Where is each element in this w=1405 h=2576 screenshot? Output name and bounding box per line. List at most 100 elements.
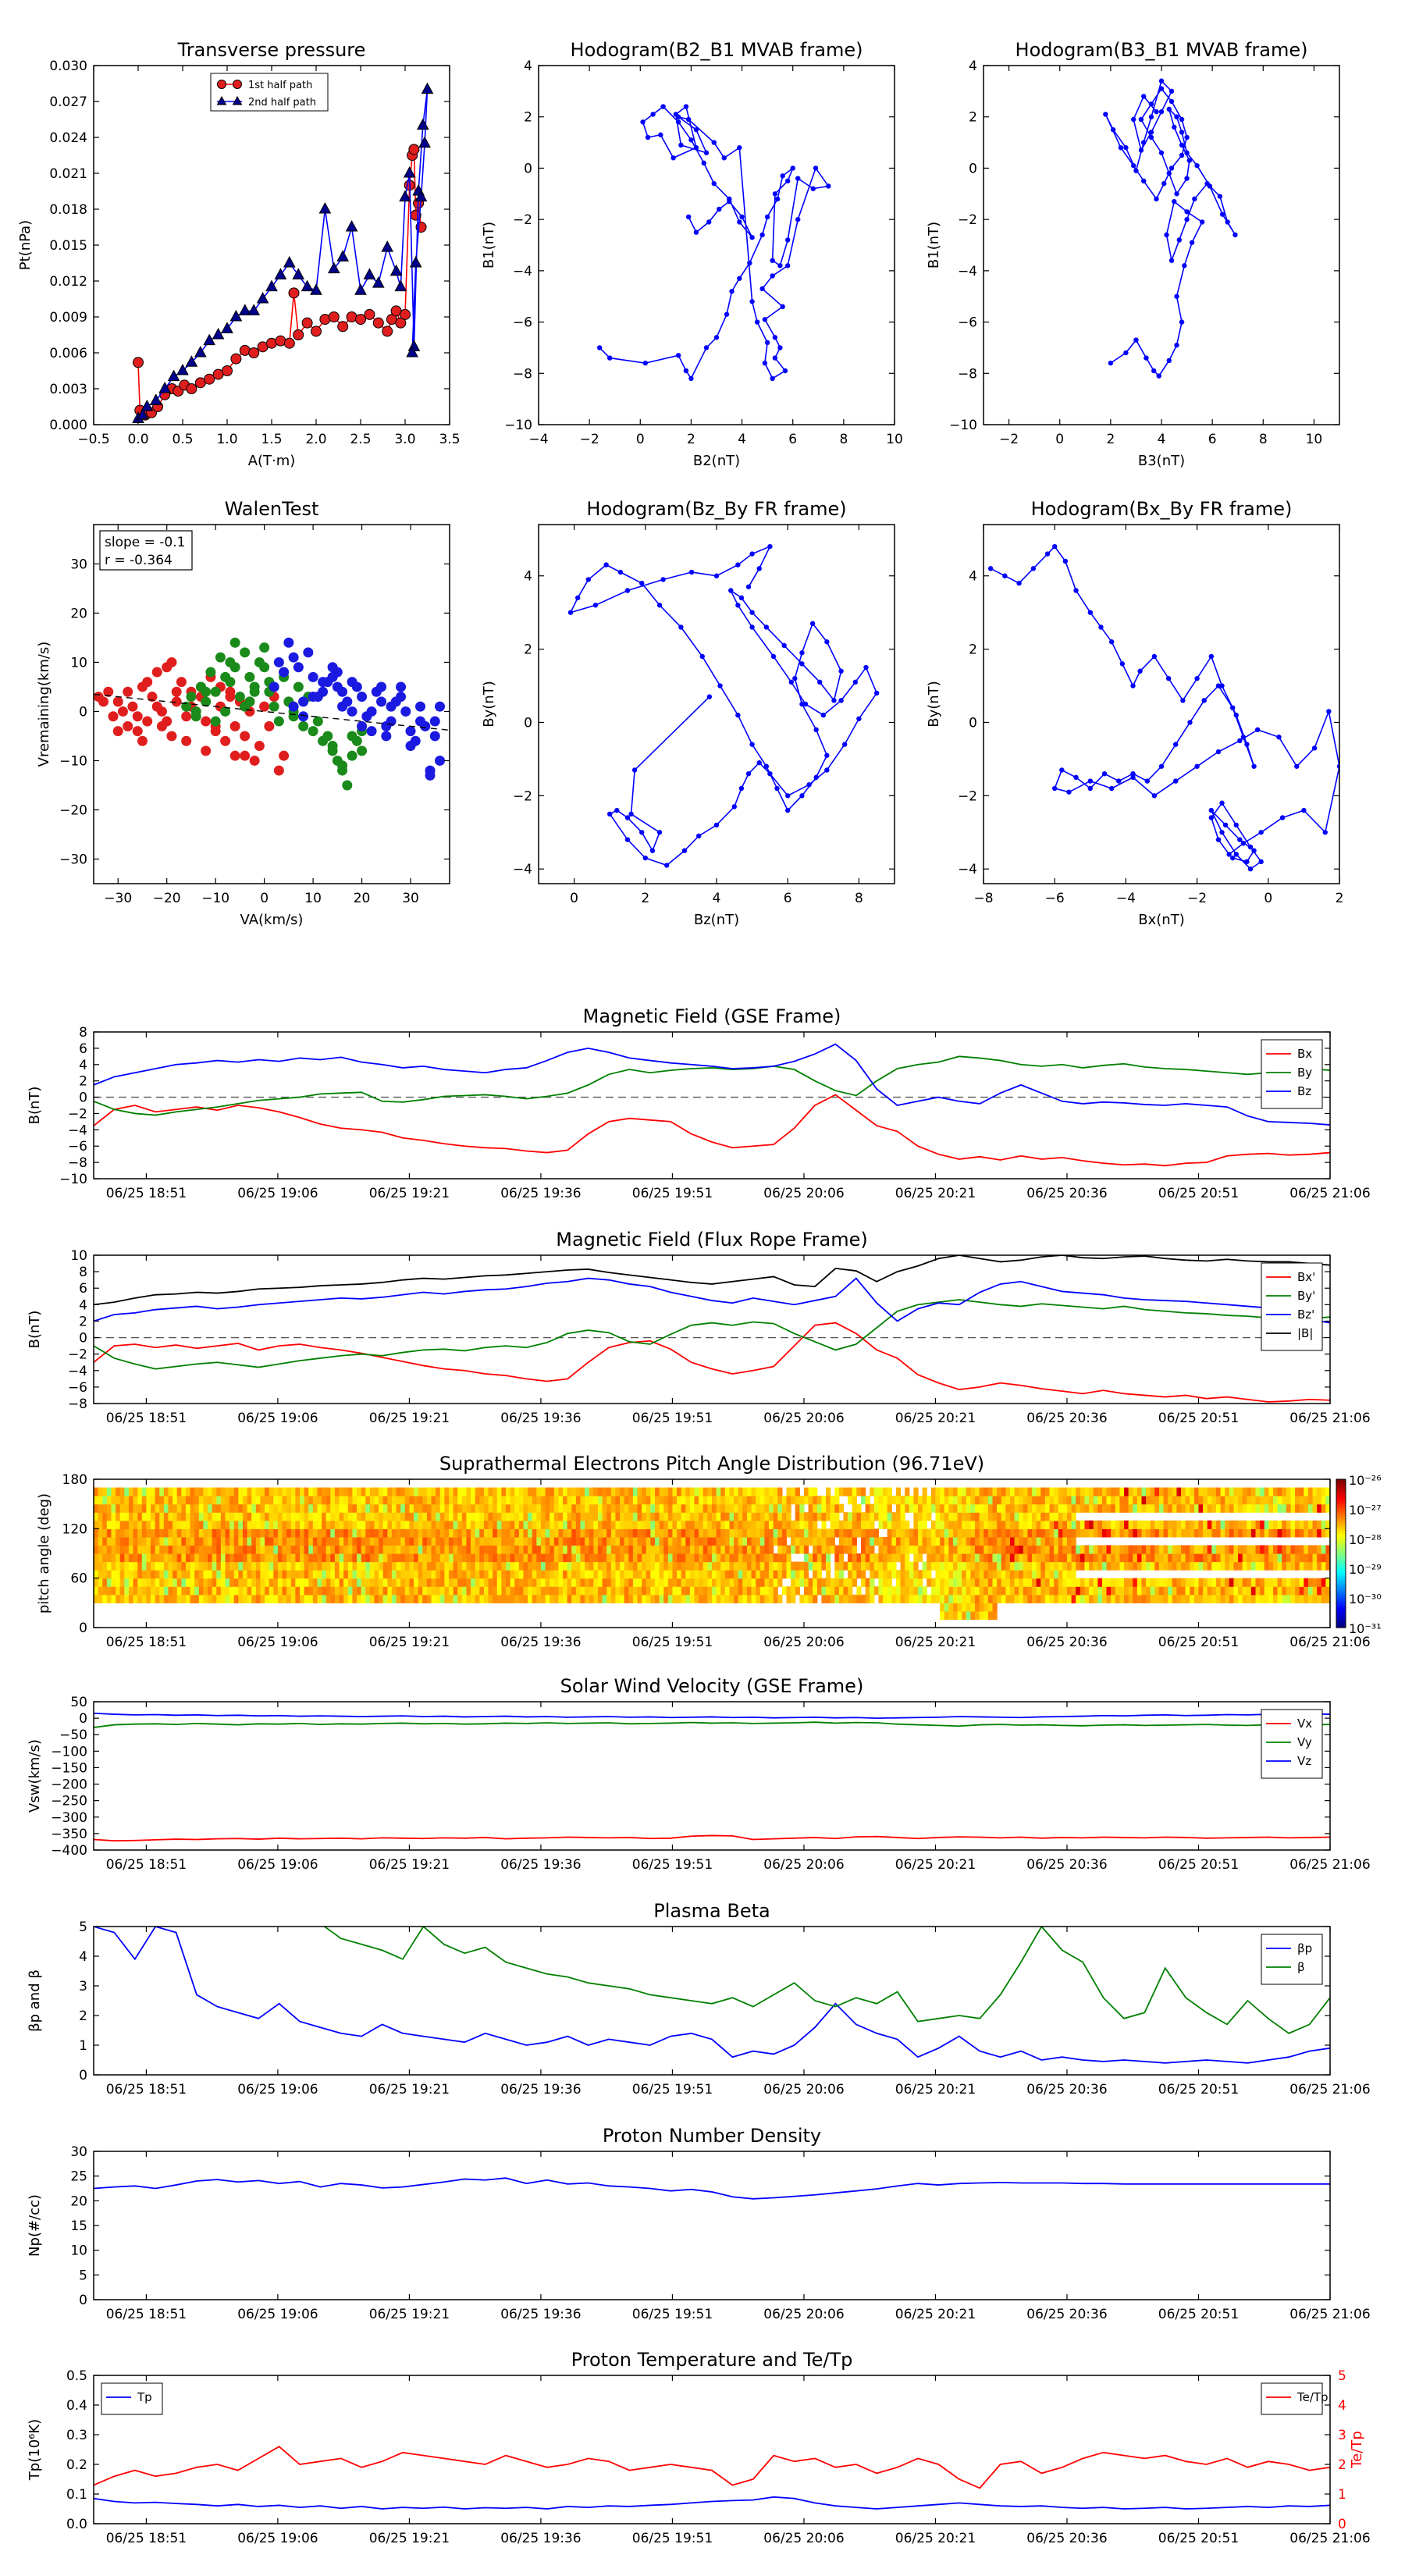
y-axis-label: By(nT)	[481, 681, 497, 727]
data-point	[658, 132, 663, 137]
heatmap-cell	[786, 1528, 791, 1538]
heatmap-cell	[273, 1520, 279, 1529]
heatmap-cell	[575, 1570, 582, 1579]
data-point	[220, 735, 231, 746]
heatmap-cell	[624, 1512, 629, 1521]
heatmap-cell	[255, 1578, 261, 1587]
heatmap-cell	[216, 1594, 222, 1603]
series-line	[94, 1094, 1330, 1167]
heatmap-cell	[242, 1561, 248, 1571]
heatmap-cell	[870, 1536, 875, 1546]
heatmap-cell	[672, 1545, 678, 1554]
heatmap-cell	[1181, 1561, 1186, 1571]
chart-title: Hodogram(Bx_By FR frame)	[1031, 498, 1293, 520]
heatmap-cell	[212, 1496, 217, 1505]
y-tick-label: −4	[68, 1123, 87, 1138]
heatmap-cell	[282, 1553, 287, 1563]
heatmap-cell	[173, 1586, 178, 1596]
x-tick-label: 8	[855, 891, 863, 906]
heatmap-cell	[1089, 1594, 1094, 1603]
data-point	[266, 337, 277, 349]
heatmap-cell	[1295, 1594, 1300, 1603]
heatmap-cell	[536, 1503, 542, 1513]
data-point	[1052, 785, 1058, 792]
heatmap-cell	[216, 1512, 222, 1521]
heatmap-cell	[457, 1561, 463, 1571]
heatmap-cell	[1093, 1561, 1098, 1571]
heatmap-cell	[436, 1496, 441, 1505]
heatmap-cell	[387, 1553, 393, 1563]
heatmap-cell	[361, 1586, 366, 1596]
data-point	[308, 692, 318, 703]
heatmap-cell	[400, 1586, 406, 1596]
x-tick-label: 06/25 20:51	[1158, 2082, 1239, 2097]
y-tick-label: −250	[51, 1794, 87, 1809]
heatmap-cell	[409, 1553, 414, 1563]
heatmap-cell	[198, 1578, 205, 1587]
heatmap-cell	[571, 1512, 577, 1521]
heatmap-cell	[128, 1561, 134, 1571]
data-point	[777, 345, 783, 350]
heatmap-cell	[448, 1561, 454, 1571]
heatmap-cell	[1307, 1586, 1314, 1596]
heatmap-cell	[466, 1570, 471, 1579]
heatmap-cell	[146, 1496, 151, 1505]
heatmap-cell	[181, 1536, 187, 1546]
heatmap-cell	[102, 1586, 108, 1596]
heatmap-cell	[426, 1553, 432, 1563]
heatmap-cell	[1115, 1545, 1120, 1554]
heatmap-cell	[930, 1594, 937, 1603]
heatmap-cell	[838, 1594, 845, 1603]
heatmap-cell	[585, 1503, 590, 1513]
heatmap-cell	[488, 1520, 493, 1529]
heatmap-cell	[769, 1528, 774, 1538]
heatmap-cell	[606, 1570, 612, 1579]
heatmap-cell	[944, 1545, 949, 1554]
heatmap-cell	[887, 1520, 892, 1529]
heatmap-cell	[536, 1594, 542, 1603]
x-tick-label: 0	[636, 432, 645, 447]
heatmap-cell	[1027, 1496, 1033, 1505]
heatmap-cell	[1277, 1594, 1282, 1603]
heatmap-cell	[404, 1561, 411, 1571]
heatmap-cell	[1001, 1545, 1006, 1554]
heatmap-cell	[799, 1520, 805, 1529]
heatmap-cell	[146, 1512, 151, 1521]
heatmap-cell	[176, 1561, 182, 1571]
heatmap-cell	[536, 1570, 542, 1579]
heatmap-cell	[369, 1578, 375, 1587]
heatmap-cell	[1128, 1487, 1133, 1496]
legend-box	[210, 73, 329, 112]
heatmap-cell	[448, 1536, 454, 1546]
data-point	[293, 662, 304, 673]
heatmap-cell	[540, 1545, 546, 1554]
series-line	[323, 1927, 1330, 2034]
y-tick-label: 0.015	[49, 238, 87, 254]
heatmap-cell	[689, 1594, 695, 1603]
heatmap-cell	[642, 1528, 647, 1538]
heatmap-cell	[532, 1528, 537, 1538]
heatmap-cell	[659, 1594, 664, 1603]
heatmap-cell	[382, 1545, 388, 1554]
heatmap-cell	[856, 1594, 862, 1603]
heatmap-cell	[984, 1603, 989, 1612]
heatmap-cell	[803, 1553, 809, 1563]
heatmap-cell	[585, 1528, 590, 1538]
data-point	[166, 731, 177, 742]
heatmap-cell	[1295, 1496, 1300, 1505]
heatmap-cell	[1229, 1528, 1235, 1538]
x-tick-label: 06/25 19:36	[500, 1186, 581, 1201]
heatmap-cell	[1058, 1496, 1063, 1505]
heatmap-cell	[414, 1496, 419, 1505]
heatmap-cell	[106, 1578, 112, 1587]
heatmap-cell	[716, 1503, 721, 1513]
heatmap-cell	[808, 1520, 813, 1529]
data-point	[259, 642, 270, 653]
heatmap-cell	[400, 1520, 406, 1529]
heatmap-cell	[514, 1545, 520, 1554]
heatmap-cell	[883, 1487, 888, 1496]
heatmap-cell	[133, 1586, 138, 1596]
data-point	[288, 287, 300, 299]
heatmap-cell	[756, 1528, 761, 1538]
heatmap-cell	[650, 1545, 656, 1554]
